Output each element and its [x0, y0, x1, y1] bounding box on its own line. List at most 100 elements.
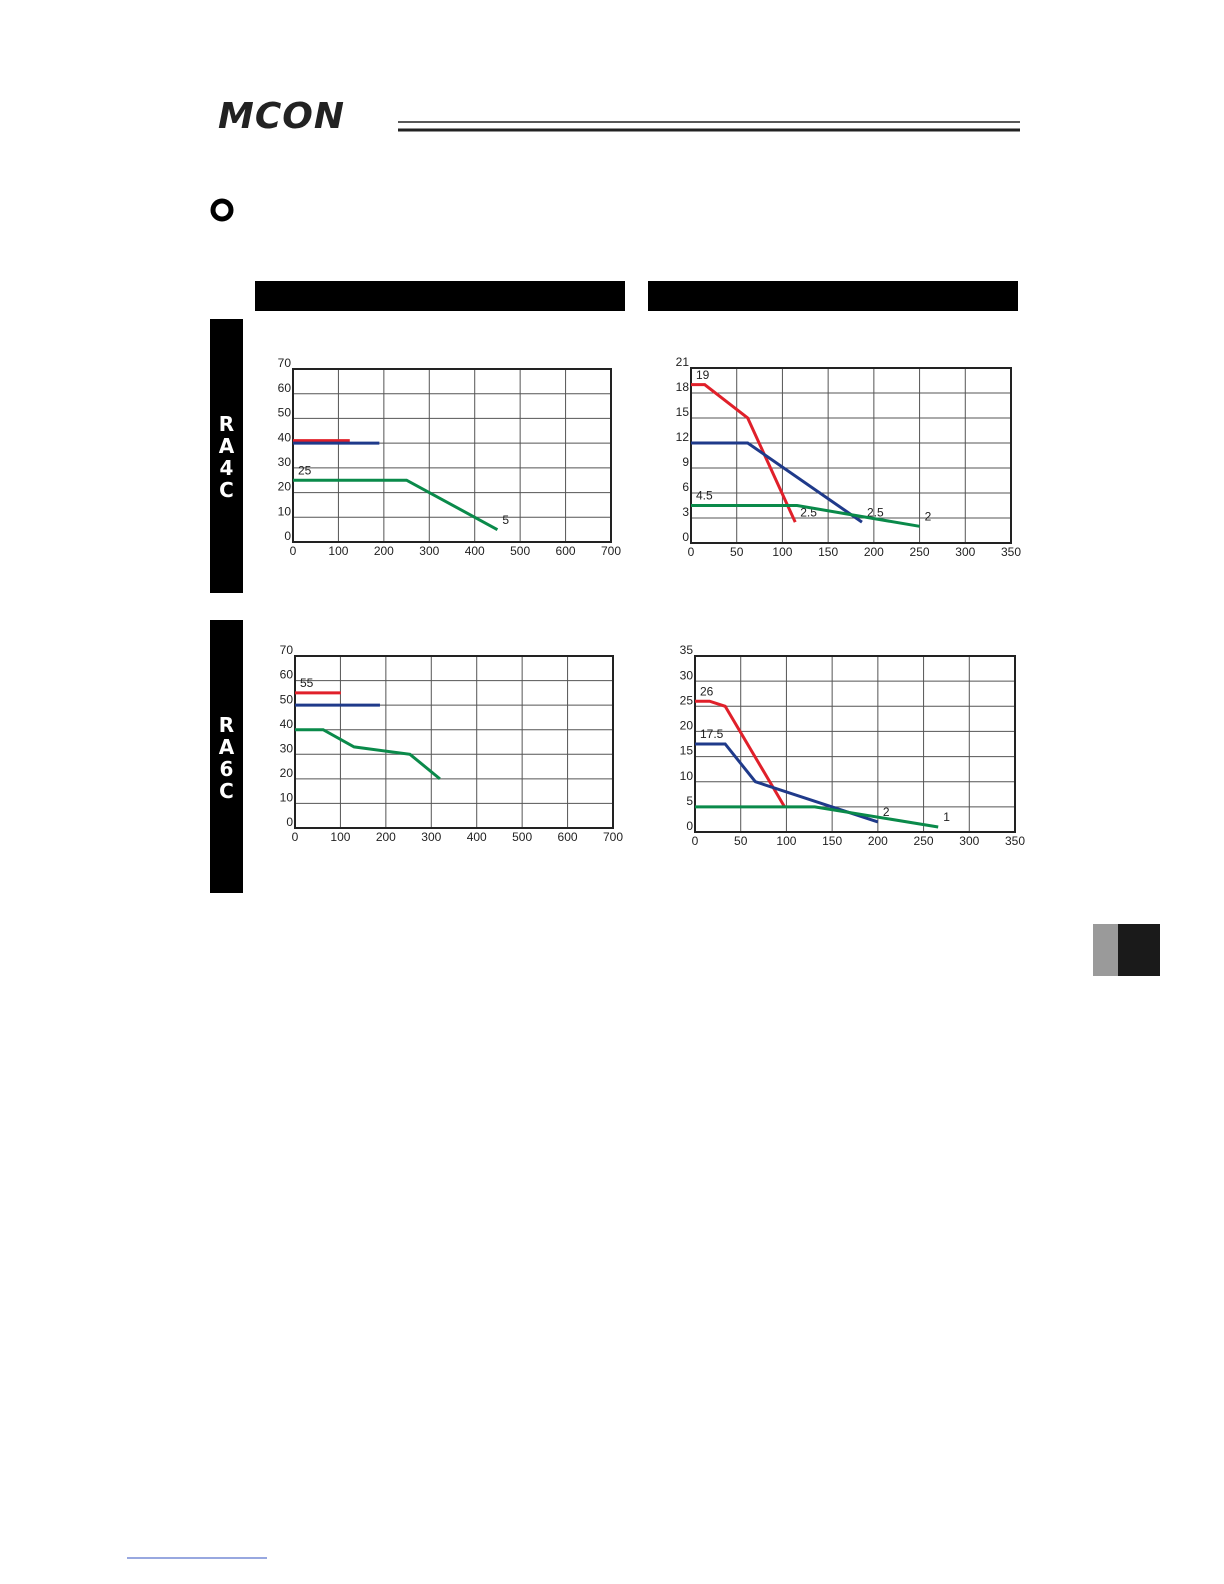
y-tick-label: 50 — [280, 692, 294, 706]
plot-frame — [690, 367, 1012, 544]
x-tick-label: 400 — [465, 544, 485, 558]
y-tick-label: 6 — [682, 480, 689, 494]
y-tick-label: 3 — [682, 505, 689, 519]
y-tick-label: 15 — [676, 405, 690, 419]
data-label: 5 — [502, 513, 509, 527]
y-tick-label: 30 — [278, 455, 292, 469]
data-label: 2 — [883, 805, 890, 819]
y-tick-label: 30 — [280, 741, 294, 755]
tab — [1093, 924, 1118, 976]
series-line — [691, 504, 920, 528]
y-tick-label: 50 — [278, 406, 292, 420]
x-tick-label: 100 — [776, 834, 796, 848]
y-tick-label: 70 — [280, 643, 294, 657]
y-tick-label: 10 — [280, 791, 294, 805]
x-tick-label: 50 — [730, 545, 744, 559]
x-tick-label: 600 — [558, 830, 578, 844]
data-label: 25 — [298, 463, 312, 477]
y-tick-label: 12 — [676, 430, 690, 444]
y-tick-label: 70 — [278, 356, 292, 370]
logo: MCON — [218, 96, 345, 137]
series-line — [695, 699, 786, 808]
y-tick-label: 0 — [682, 530, 689, 544]
section-bar: RA6C — [210, 620, 243, 893]
y-tick-label: 0 — [284, 529, 291, 543]
series-line — [295, 728, 441, 781]
y-tick-label: 10 — [680, 769, 694, 783]
x-tick-label: 200 — [376, 830, 396, 844]
x-tick-label: 600 — [556, 544, 576, 558]
x-tick-label: 300 — [419, 544, 439, 558]
x-tick-label: 200 — [864, 545, 884, 559]
x-tick-label: 500 — [512, 830, 532, 844]
data-label: 55 — [300, 676, 314, 690]
data-label: 4.5 — [696, 489, 713, 503]
y-tick-label: 5 — [686, 794, 693, 808]
y-tick-label: 20 — [280, 766, 294, 780]
y-tick-label: 0 — [686, 819, 693, 833]
plot-area — [293, 369, 611, 542]
series-line — [695, 805, 939, 829]
series-line — [691, 441, 863, 524]
x-tick-label: 300 — [955, 545, 975, 559]
x-tick-label: 350 — [1005, 834, 1025, 848]
y-tick-label: 15 — [680, 744, 694, 758]
x-tick-label: 100 — [772, 545, 792, 559]
x-tick-label: 0 — [290, 544, 297, 558]
data-label: 19 — [696, 368, 710, 382]
x-tick-label: 700 — [603, 830, 623, 844]
y-tick-label: 30 — [680, 668, 694, 682]
x-tick-label: 50 — [734, 834, 748, 848]
data-label: 1 — [943, 810, 950, 824]
y-tick-label: 20 — [680, 719, 694, 733]
x-tick-label: 100 — [330, 830, 350, 844]
x-tick-label: 0 — [692, 834, 699, 848]
plot-frame — [294, 655, 614, 829]
column-header-bar — [648, 281, 1018, 311]
x-tick-label: 700 — [601, 544, 621, 558]
bullet — [210, 198, 234, 222]
column-header-bar — [255, 281, 625, 311]
y-tick-label: 60 — [278, 381, 292, 395]
x-tick-label: 250 — [910, 545, 930, 559]
x-tick-label: 150 — [818, 545, 838, 559]
x-tick-label: 150 — [822, 834, 842, 848]
series-line — [691, 383, 797, 523]
y-tick-label: 10 — [278, 504, 292, 518]
y-tick-label: 35 — [680, 643, 694, 657]
plot-area — [691, 368, 1011, 543]
x-tick-label: 200 — [374, 544, 394, 558]
x-tick-label: 100 — [328, 544, 348, 558]
section-label: RA4C — [218, 412, 235, 502]
y-tick-label: 20 — [278, 480, 292, 494]
y-tick-label: 0 — [286, 815, 293, 829]
y-tick-label: 25 — [680, 693, 694, 707]
x-tick-label: 300 — [959, 834, 979, 848]
x-tick-label: 0 — [292, 830, 299, 844]
data-label: 26 — [700, 684, 714, 698]
y-tick-label: 21 — [676, 355, 690, 369]
y-tick-label: 9 — [682, 455, 689, 469]
y-tick-label: 40 — [278, 430, 292, 444]
series-line — [293, 478, 499, 531]
x-tick-label: 500 — [510, 544, 530, 558]
section-bar: RA4C — [210, 319, 243, 593]
x-tick-label: 250 — [914, 834, 934, 848]
y-tick-label: 40 — [280, 717, 294, 731]
x-tick-label: 0 — [688, 545, 695, 559]
plot-frame — [292, 368, 612, 543]
data-label: 17.5 — [700, 727, 724, 741]
x-tick-label: 300 — [421, 830, 441, 844]
series-line — [695, 742, 879, 824]
x-tick-label: 400 — [467, 830, 487, 844]
section-label: RA6C — [218, 713, 235, 803]
data-label: 2.5 — [867, 505, 884, 519]
x-tick-label: 350 — [1001, 545, 1021, 559]
data-label: 2 — [925, 510, 932, 524]
x-tick-label: 200 — [868, 834, 888, 848]
tab — [1118, 924, 1160, 976]
y-tick-label: 60 — [280, 668, 294, 682]
